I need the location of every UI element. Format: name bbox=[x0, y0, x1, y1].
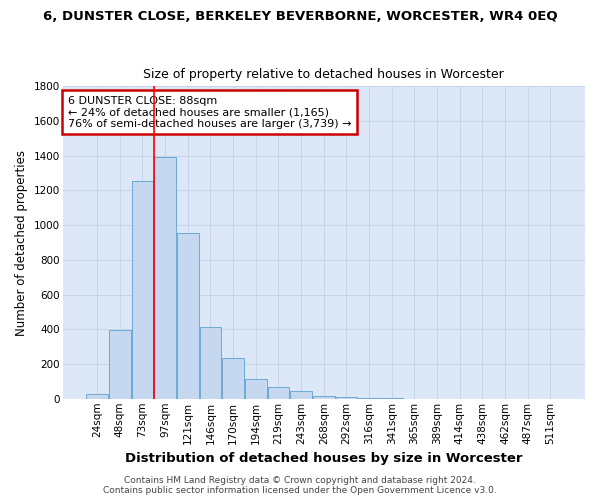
Bar bbox=[313, 396, 335, 399]
Bar bbox=[358, 398, 380, 399]
Bar bbox=[131, 181, 153, 399]
Text: 6, DUNSTER CLOSE, BERKELEY BEVERBORNE, WORCESTER, WR4 0EQ: 6, DUNSTER CLOSE, BERKELEY BEVERBORNE, W… bbox=[43, 10, 557, 23]
Bar bbox=[335, 397, 357, 399]
Bar bbox=[154, 158, 176, 399]
Text: 6 DUNSTER CLOSE: 88sqm
← 24% of detached houses are smaller (1,165)
76% of semi-: 6 DUNSTER CLOSE: 88sqm ← 24% of detached… bbox=[68, 96, 352, 129]
Title: Size of property relative to detached houses in Worcester: Size of property relative to detached ho… bbox=[143, 68, 504, 81]
Bar bbox=[177, 233, 199, 399]
Bar bbox=[245, 379, 266, 399]
Bar bbox=[290, 391, 312, 399]
Bar bbox=[200, 326, 221, 399]
Y-axis label: Number of detached properties: Number of detached properties bbox=[15, 150, 28, 336]
Bar bbox=[109, 330, 131, 399]
Bar bbox=[268, 387, 289, 399]
X-axis label: Distribution of detached houses by size in Worcester: Distribution of detached houses by size … bbox=[125, 452, 523, 465]
Bar bbox=[86, 394, 108, 399]
Bar bbox=[223, 358, 244, 399]
Text: Contains HM Land Registry data © Crown copyright and database right 2024.
Contai: Contains HM Land Registry data © Crown c… bbox=[103, 476, 497, 495]
